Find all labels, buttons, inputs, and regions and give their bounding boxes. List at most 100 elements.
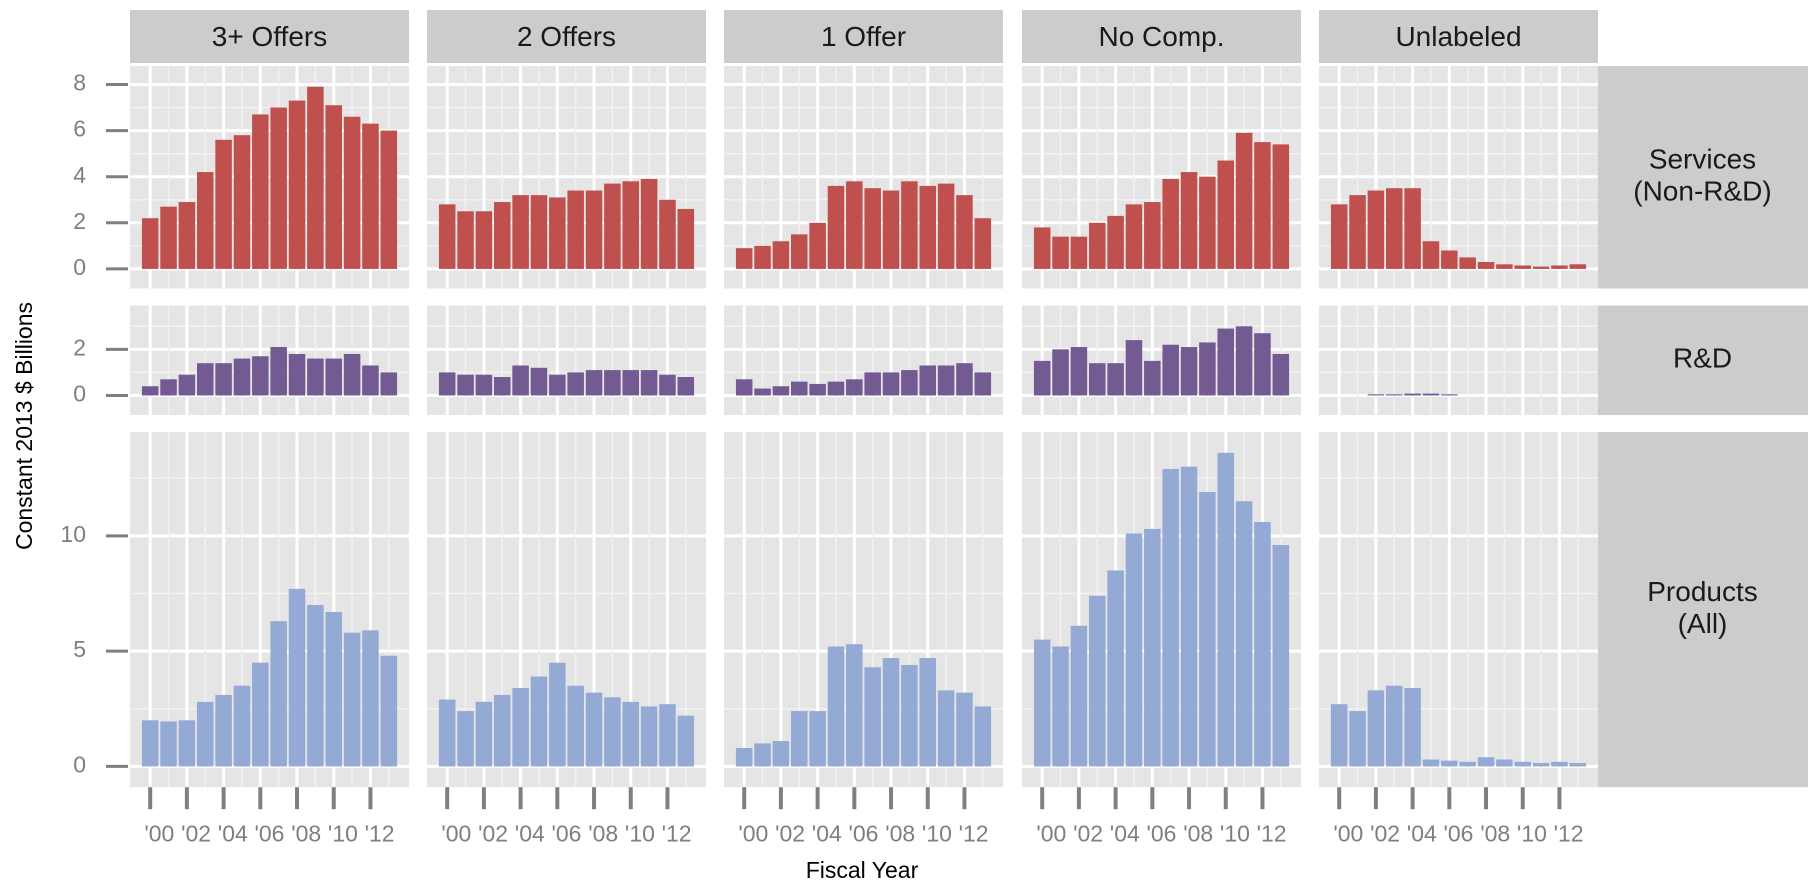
bar xyxy=(677,715,695,767)
row-label: (Non-R&D) xyxy=(1633,176,1771,207)
bar xyxy=(252,662,269,767)
bar xyxy=(457,374,474,396)
bar xyxy=(1441,250,1458,269)
bar xyxy=(622,370,640,396)
y-tick-label: 5 xyxy=(73,636,86,662)
bar xyxy=(1367,690,1385,767)
bar xyxy=(604,370,621,396)
bar xyxy=(622,181,640,269)
bar xyxy=(1162,344,1179,396)
bar xyxy=(1551,265,1568,269)
bar xyxy=(974,372,992,396)
bar xyxy=(604,183,621,269)
bar xyxy=(196,701,214,767)
bar xyxy=(1199,342,1216,396)
x-tick-label: '04 xyxy=(1407,820,1437,846)
bar xyxy=(772,241,790,269)
bar xyxy=(772,386,790,396)
bar xyxy=(475,701,493,767)
bar xyxy=(1107,570,1124,767)
bar xyxy=(640,706,658,767)
bar xyxy=(901,370,918,396)
bar xyxy=(1272,144,1290,269)
column-strip xyxy=(1319,10,1598,63)
bar xyxy=(585,190,603,269)
bar xyxy=(827,185,845,269)
bar xyxy=(307,358,324,396)
bar xyxy=(233,685,251,767)
bar xyxy=(1272,353,1290,396)
y-tick-label: 0 xyxy=(73,381,86,407)
y-tick-label: 2 xyxy=(73,208,86,234)
bar xyxy=(677,377,695,396)
bar xyxy=(1088,222,1106,269)
bar xyxy=(1162,178,1179,269)
x-tick-label: '06 xyxy=(1147,820,1177,846)
bar xyxy=(549,662,566,767)
bar xyxy=(325,611,343,767)
bar xyxy=(622,701,640,767)
bar xyxy=(160,379,177,396)
bar xyxy=(362,123,379,269)
x-tick-label: '02 xyxy=(1370,820,1400,846)
bar xyxy=(956,363,973,396)
bar xyxy=(160,721,177,767)
bar xyxy=(1052,236,1069,269)
bar xyxy=(493,377,511,396)
bar xyxy=(1052,646,1069,767)
bar xyxy=(1088,595,1106,767)
x-tick-label: '00 xyxy=(1036,820,1066,846)
y-tick-label: 8 xyxy=(73,70,86,96)
bar xyxy=(827,646,845,767)
bar xyxy=(1107,215,1124,269)
x-tick-label: '08 xyxy=(885,820,915,846)
y-tick-label: 0 xyxy=(73,254,86,280)
bar xyxy=(754,245,771,269)
bar xyxy=(659,374,676,396)
bar xyxy=(809,383,826,396)
bar xyxy=(1052,349,1069,396)
x-tick-label: '00 xyxy=(441,820,471,846)
bar xyxy=(438,699,456,767)
bar xyxy=(1235,132,1253,269)
bar xyxy=(512,365,529,396)
bar xyxy=(1217,160,1235,269)
y-axis-label: Constant 2013 $ Billions xyxy=(11,302,37,550)
bar xyxy=(1180,347,1198,396)
bar xyxy=(901,664,918,767)
bar xyxy=(233,135,251,269)
bar xyxy=(1070,625,1088,767)
bar xyxy=(1144,202,1161,269)
x-tick-label: '10 xyxy=(328,820,358,846)
bar xyxy=(809,711,826,767)
bar xyxy=(215,694,232,767)
bar xyxy=(809,222,826,269)
bar xyxy=(1033,360,1051,396)
x-tick-label: '06 xyxy=(1444,820,1474,846)
bar xyxy=(512,195,529,269)
bar xyxy=(475,211,493,269)
bar xyxy=(1385,394,1403,396)
bar xyxy=(457,211,474,269)
bar xyxy=(1199,176,1216,269)
x-tick-label: '12 xyxy=(1554,820,1584,846)
x-tick-label: '02 xyxy=(181,820,211,846)
bar xyxy=(882,372,900,396)
bar xyxy=(1569,264,1587,269)
row-strip xyxy=(1597,432,1808,788)
bar xyxy=(549,197,566,269)
bar xyxy=(141,720,159,767)
bar xyxy=(1385,685,1403,767)
bar xyxy=(549,374,566,396)
bar xyxy=(252,114,269,269)
bar xyxy=(827,381,845,396)
bar xyxy=(790,381,808,396)
y-tick-label: 10 xyxy=(60,521,86,547)
bar xyxy=(1349,195,1366,269)
bar xyxy=(659,704,676,767)
bar xyxy=(864,188,881,269)
bar xyxy=(343,116,361,269)
y-tick-label: 6 xyxy=(73,116,86,142)
bar xyxy=(1514,761,1532,767)
